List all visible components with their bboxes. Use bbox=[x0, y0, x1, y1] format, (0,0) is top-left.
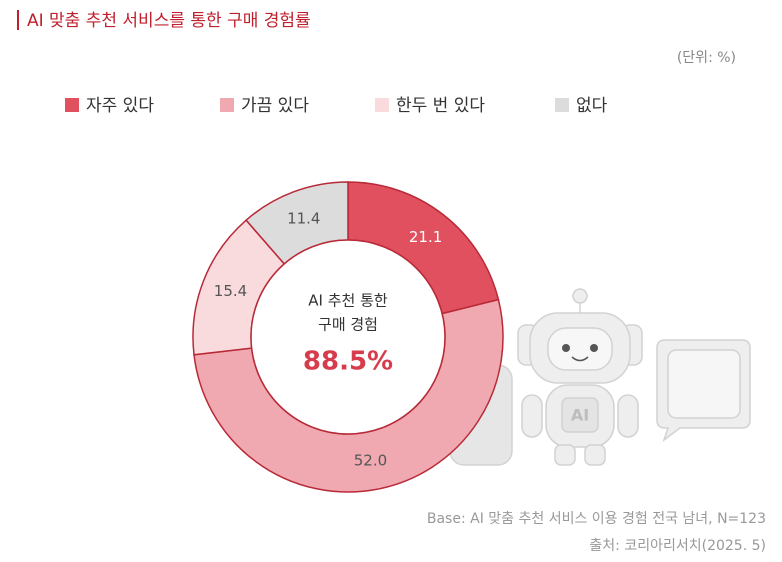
center-value: 88.5% bbox=[303, 347, 393, 377]
legend-label: 가끔 있다 bbox=[241, 96, 309, 116]
center-text: AI 추천 통한 bbox=[308, 292, 388, 310]
legend-label: 한두 번 있다 bbox=[396, 96, 485, 116]
footnote: Base: AI 맞춤 추천 서비스 이용 경험 전국 남녀, N=123 bbox=[427, 511, 766, 527]
title-bar bbox=[17, 10, 19, 30]
robot-label: AI bbox=[571, 406, 589, 425]
legend-swatch bbox=[65, 98, 79, 112]
footnote: 출처: 코리아리서치(2025. 5) bbox=[589, 538, 766, 554]
value-label: 52.0 bbox=[354, 451, 387, 469]
legend-swatch bbox=[555, 98, 569, 112]
value-label: 21.1 bbox=[409, 228, 442, 246]
legend-swatch bbox=[220, 98, 234, 112]
legend-swatch bbox=[375, 98, 389, 112]
legend-label: 자주 있다 bbox=[86, 96, 154, 116]
legend-label: 없다 bbox=[576, 96, 608, 116]
robot-illustration bbox=[449, 288, 751, 466]
value-label: 11.4 bbox=[287, 210, 320, 228]
unit-note: (단위: %) bbox=[677, 50, 736, 66]
donut-hole bbox=[250, 239, 446, 435]
value-label: 15.4 bbox=[214, 282, 247, 300]
chart-title: AI 맞춤 추천 서비스를 통한 구매 경험률 bbox=[27, 11, 311, 31]
center-text: 구매 경험 bbox=[318, 316, 378, 334]
